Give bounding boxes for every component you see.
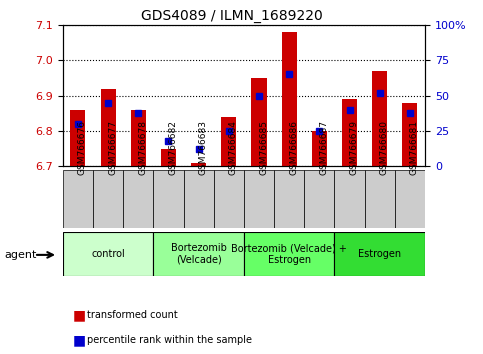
Text: GSM766681: GSM766681 <box>410 120 419 175</box>
Text: ■: ■ <box>72 308 85 322</box>
Text: GSM766684: GSM766684 <box>229 120 238 175</box>
Text: GSM766679: GSM766679 <box>350 120 358 175</box>
Bar <box>93 170 123 228</box>
Bar <box>161 149 176 166</box>
Text: GSM766683: GSM766683 <box>199 120 208 175</box>
Text: GSM766686: GSM766686 <box>289 120 298 175</box>
Text: ■: ■ <box>72 333 85 347</box>
Bar <box>184 170 213 228</box>
Bar <box>123 170 154 228</box>
Text: control: control <box>91 249 125 259</box>
Bar <box>191 163 206 166</box>
Text: GSM766678: GSM766678 <box>138 120 147 175</box>
Bar <box>304 170 334 228</box>
Text: GSM766680: GSM766680 <box>380 120 389 175</box>
Bar <box>334 232 425 276</box>
Bar <box>63 232 154 276</box>
Text: percentile rank within the sample: percentile rank within the sample <box>87 335 252 345</box>
Text: transformed count: transformed count <box>87 310 178 320</box>
Bar <box>342 99 357 166</box>
Bar <box>244 232 334 276</box>
Bar <box>221 117 236 166</box>
Bar <box>334 170 365 228</box>
Bar <box>100 88 115 166</box>
Bar <box>244 170 274 228</box>
Text: Bortezomib
(Velcade): Bortezomib (Velcade) <box>170 243 227 265</box>
Bar <box>154 232 244 276</box>
Bar <box>154 170 184 228</box>
Bar <box>395 170 425 228</box>
Text: GSM766677: GSM766677 <box>108 120 117 175</box>
Text: Estrogen: Estrogen <box>358 249 401 259</box>
Bar <box>282 32 297 166</box>
Bar <box>365 170 395 228</box>
Text: Bortezomib (Velcade) +
Estrogen: Bortezomib (Velcade) + Estrogen <box>231 243 347 265</box>
Bar <box>63 170 93 228</box>
Bar <box>131 110 146 166</box>
Bar <box>252 78 267 166</box>
Bar <box>312 131 327 166</box>
Bar <box>71 110 85 166</box>
Bar <box>372 71 387 166</box>
Text: GSM766687: GSM766687 <box>319 120 328 175</box>
Text: GSM766682: GSM766682 <box>169 120 177 175</box>
Text: agent: agent <box>5 250 37 260</box>
Bar <box>274 170 304 228</box>
Bar <box>402 103 417 166</box>
Text: GSM766676: GSM766676 <box>78 120 87 175</box>
Text: GDS4089 / ILMN_1689220: GDS4089 / ILMN_1689220 <box>141 9 323 23</box>
Text: GSM766685: GSM766685 <box>259 120 268 175</box>
Bar <box>213 170 244 228</box>
